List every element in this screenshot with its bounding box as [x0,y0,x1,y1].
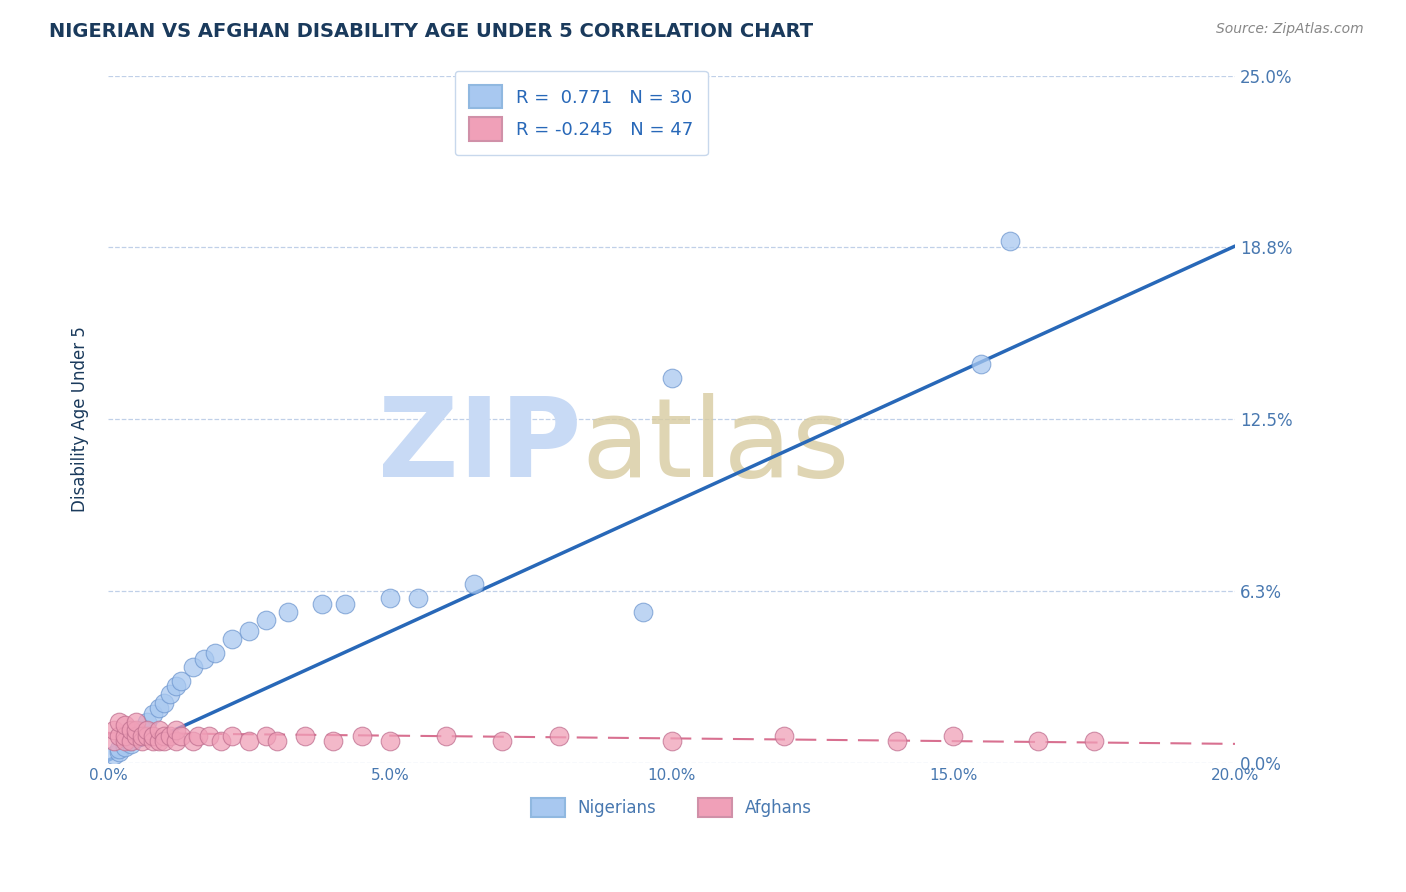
Point [108,714,131,729]
Point [165,734,187,748]
Point [1026,734,1049,748]
Point [187,729,209,743]
Point [142,734,165,748]
Y-axis label: Disability Age Under 5: Disability Age Under 5 [72,326,89,512]
Point [378,591,401,606]
Point [661,734,683,748]
Point [633,605,655,619]
Point [108,729,131,743]
Point [193,651,215,665]
Point [491,734,513,748]
Point [378,734,401,748]
Point [322,734,344,748]
Point [970,357,993,371]
Text: Source: ZipAtlas.com: Source: ZipAtlas.com [1216,22,1364,37]
Point [153,729,176,743]
Point [103,723,125,738]
Point [125,714,148,729]
Point [661,371,683,385]
Point [125,723,148,738]
Point [142,729,165,743]
Point [148,723,170,738]
Point [114,734,136,748]
Point [131,734,153,748]
Point [266,734,288,748]
Point [221,632,243,647]
Point [108,742,131,756]
Point [131,729,153,743]
Point [221,729,243,743]
Point [773,729,796,743]
Point [886,734,908,748]
Legend: Nigerians, Afghans: Nigerians, Afghans [524,791,818,823]
Point [170,729,193,743]
Text: ZIP: ZIP [378,393,581,500]
Point [103,734,125,748]
Point [254,729,277,743]
Point [120,737,142,751]
Point [547,729,569,743]
Point [254,613,277,627]
Point [114,717,136,731]
Point [125,729,148,743]
Point [159,729,181,743]
Point [998,234,1021,248]
Point [103,747,125,762]
Point [198,729,221,743]
Point [142,706,165,721]
Text: atlas: atlas [581,393,849,500]
Point [153,734,176,748]
Point [108,745,131,759]
Point [114,729,136,743]
Text: NIGERIAN VS AFGHAN DISABILITY AGE UNDER 5 CORRELATION CHART: NIGERIAN VS AFGHAN DISABILITY AGE UNDER … [49,22,813,41]
Point [131,723,153,738]
Point [181,660,204,674]
Point [277,605,299,619]
Point [114,739,136,754]
Point [181,734,204,748]
Point [406,591,429,606]
Point [159,687,181,701]
Point [1083,734,1105,748]
Point [148,734,170,748]
Point [136,729,159,743]
Point [294,729,316,743]
Point [209,734,232,748]
Point [120,734,142,748]
Point [238,624,260,639]
Point [165,723,187,738]
Point [120,723,142,738]
Point [942,729,965,743]
Point [434,729,457,743]
Point [170,673,193,688]
Point [153,696,176,710]
Point [204,646,226,660]
Point [311,597,333,611]
Point [333,597,356,611]
Point [136,723,159,738]
Point [165,679,187,693]
Point [238,734,260,748]
Point [136,714,159,729]
Point [148,701,170,715]
Point [350,729,373,743]
Point [125,729,148,743]
Point [463,577,485,591]
